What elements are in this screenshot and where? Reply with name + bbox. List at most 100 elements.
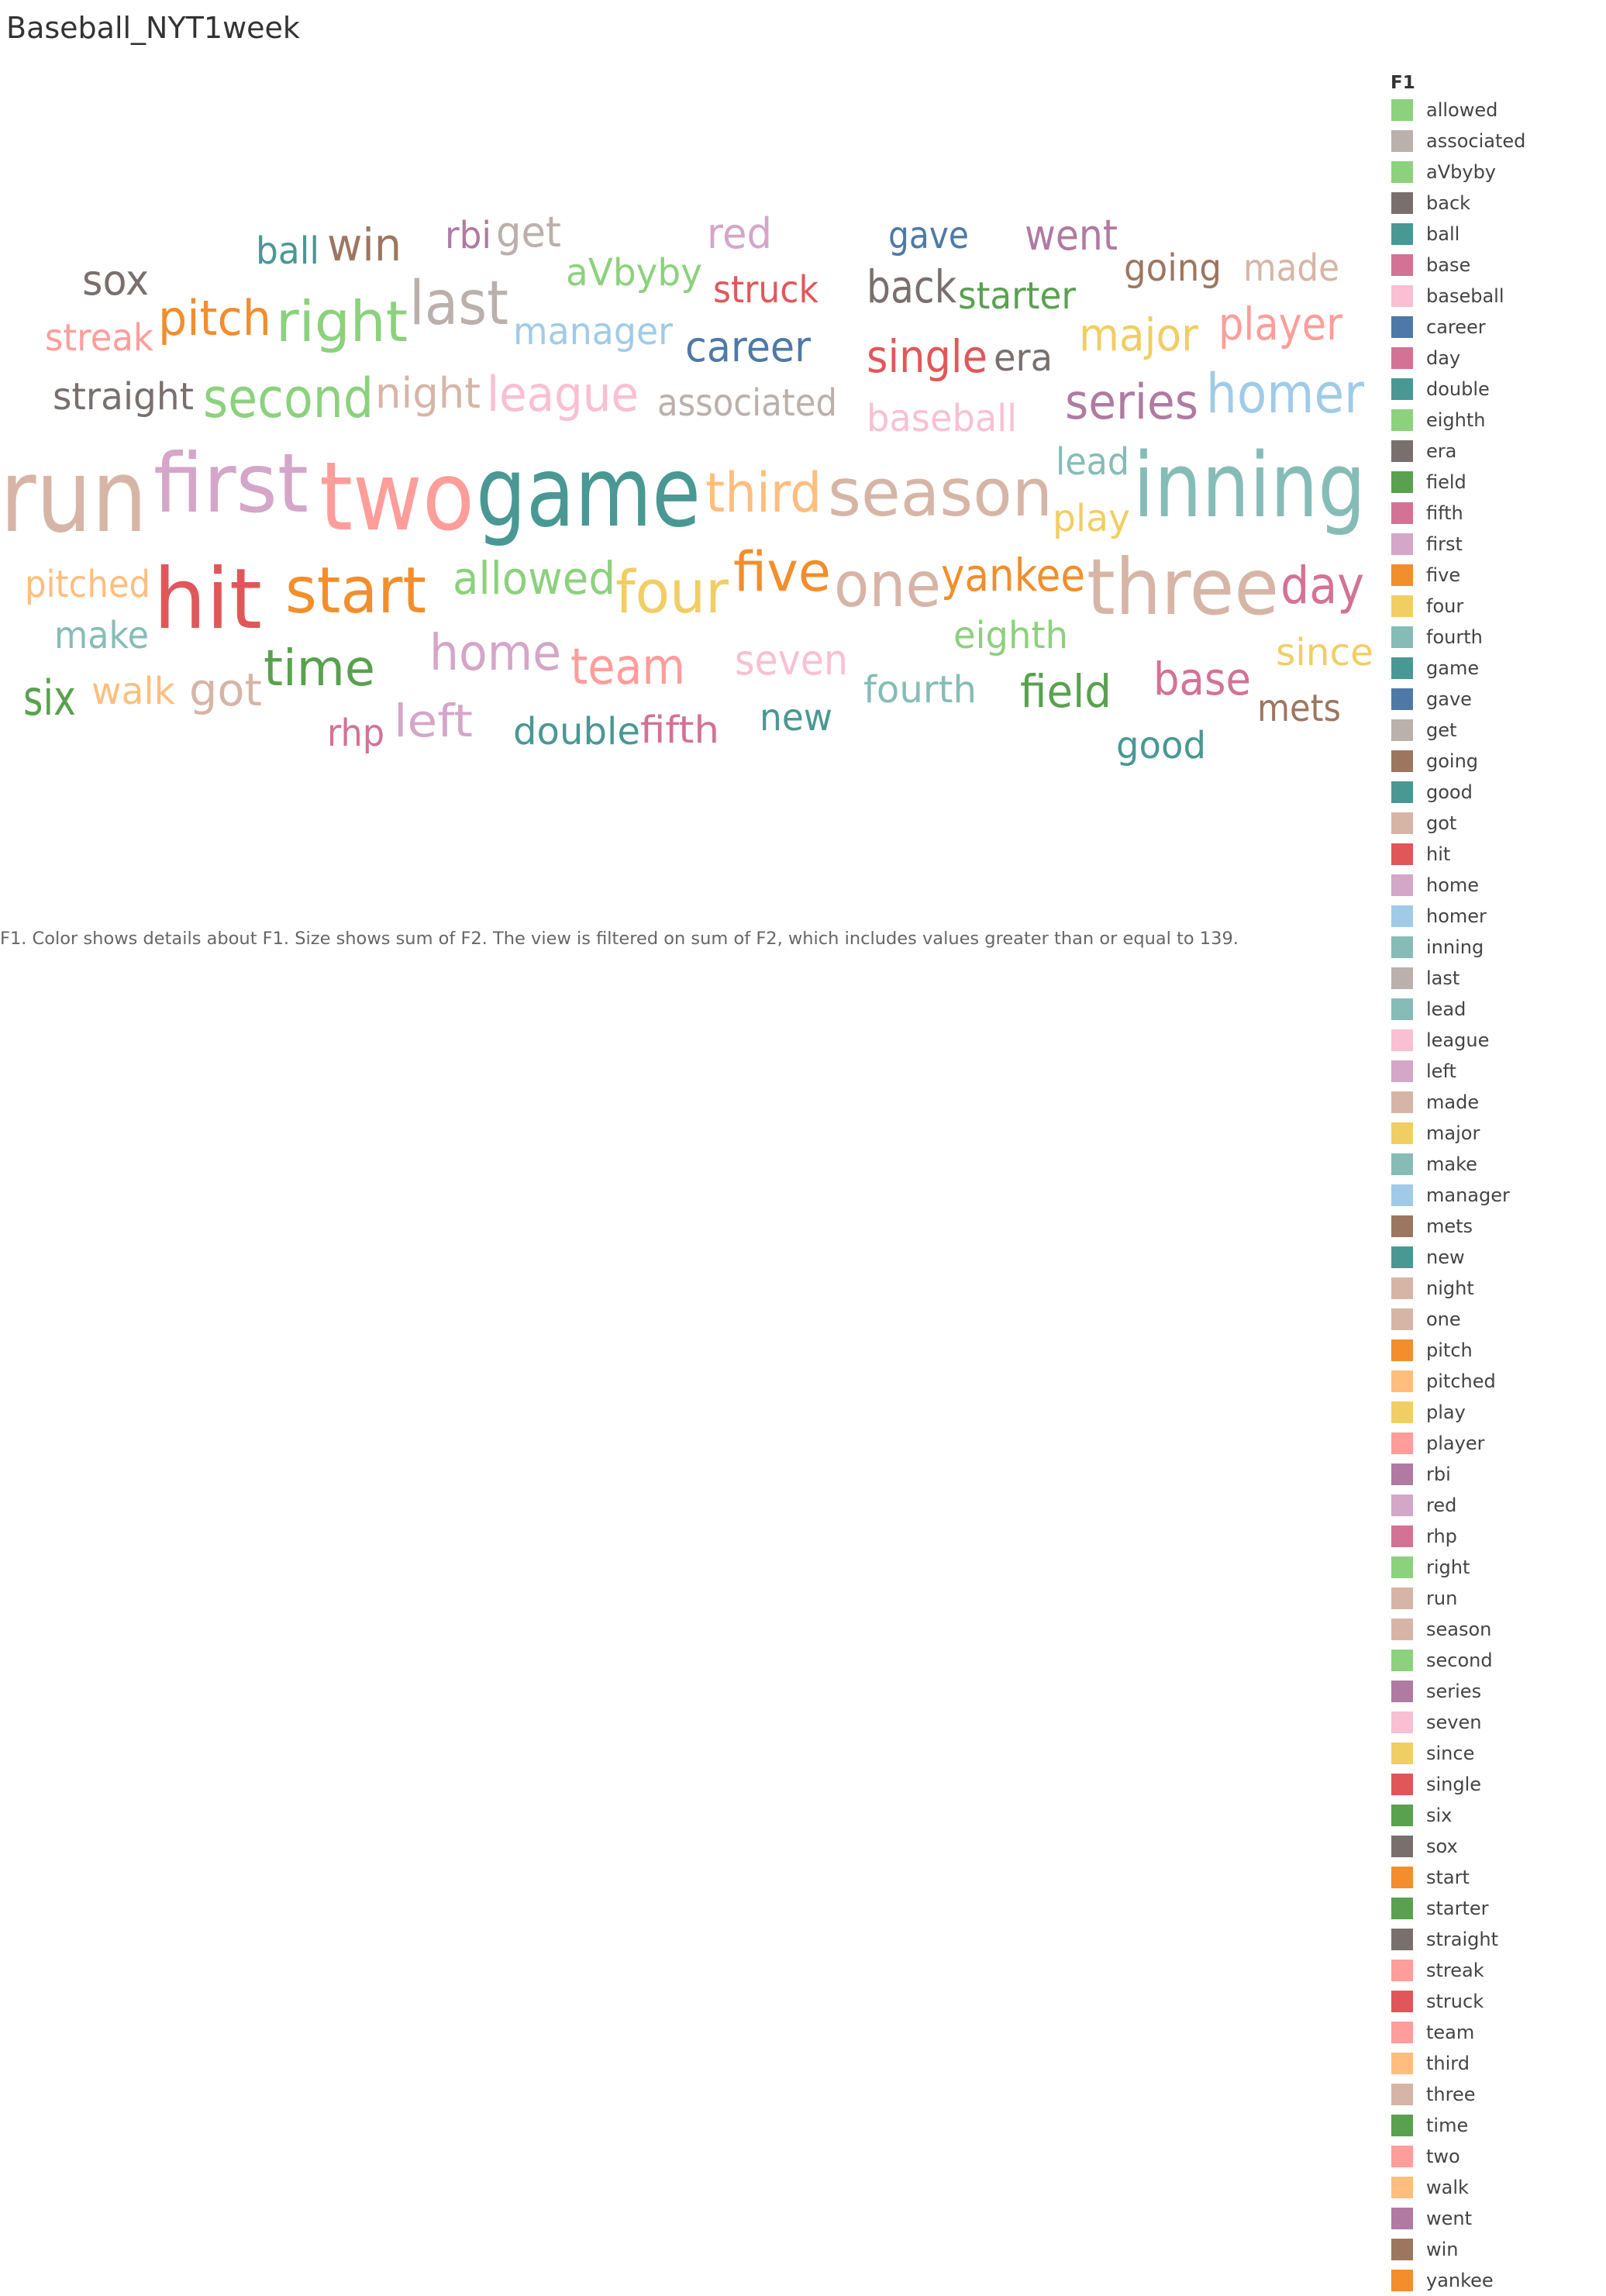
- legend-item-mets[interactable]: mets: [1389, 1211, 1598, 1242]
- word-got[interactable]: got: [189, 664, 262, 716]
- word-baseball[interactable]: baseball: [867, 397, 1017, 440]
- legend-item-three[interactable]: three: [1389, 2079, 1598, 2110]
- word-single[interactable]: single: [867, 330, 987, 383]
- legend-item-straight[interactable]: straight: [1389, 1924, 1598, 1955]
- legend-item-major[interactable]: major: [1389, 1118, 1598, 1149]
- legend-item-got[interactable]: got: [1389, 808, 1598, 839]
- legend-item-game[interactable]: game: [1389, 653, 1598, 684]
- legend-item-player[interactable]: player: [1389, 1428, 1598, 1459]
- legend-item-get[interactable]: get: [1389, 715, 1598, 746]
- word-player[interactable]: player: [1218, 298, 1342, 350]
- legend-item-since[interactable]: since: [1389, 1738, 1598, 1769]
- legend-item-gave[interactable]: gave: [1389, 684, 1598, 715]
- legend-item-last[interactable]: last: [1389, 963, 1598, 994]
- word-good[interactable]: good: [1116, 724, 1206, 767]
- word-four[interactable]: four: [615, 557, 729, 626]
- word-allowed[interactable]: allowed: [453, 552, 615, 605]
- legend-item-sox[interactable]: sox: [1389, 1831, 1598, 1862]
- word-straight[interactable]: straight: [53, 375, 194, 419]
- word-second[interactable]: second: [203, 367, 374, 430]
- legend-item-right[interactable]: right: [1389, 1552, 1598, 1583]
- word-season[interactable]: season: [828, 455, 1053, 532]
- word-third[interactable]: third: [705, 461, 822, 525]
- word-day[interactable]: day: [1280, 556, 1364, 615]
- word-win[interactable]: win: [327, 219, 402, 271]
- word-sox[interactable]: sox: [82, 256, 149, 305]
- word-night[interactable]: night: [375, 369, 481, 418]
- legend-item-night[interactable]: night: [1389, 1273, 1598, 1304]
- word-team[interactable]: team: [570, 639, 685, 696]
- word-league[interactable]: league: [487, 366, 639, 422]
- legend-item-allowed[interactable]: allowed: [1389, 95, 1598, 126]
- legend-item-manager[interactable]: manager: [1389, 1180, 1598, 1211]
- word-gave[interactable]: gave: [888, 214, 969, 257]
- word-start[interactable]: start: [285, 554, 426, 628]
- word-back[interactable]: back: [867, 260, 956, 313]
- word-rhp[interactable]: rhp: [327, 712, 384, 755]
- legend-item-one[interactable]: one: [1389, 1304, 1598, 1335]
- legend-item-rhp[interactable]: rhp: [1389, 1521, 1598, 1552]
- legend-item-went[interactable]: went: [1389, 2203, 1598, 2234]
- word-walk[interactable]: walk: [91, 670, 175, 713]
- word-made[interactable]: made: [1243, 246, 1339, 290]
- word-homer[interactable]: homer: [1206, 362, 1364, 426]
- legend-item-back[interactable]: back: [1389, 188, 1598, 219]
- word-left[interactable]: left: [394, 695, 473, 747]
- legend-item-yankee[interactable]: yankee: [1389, 2265, 1598, 2296]
- legend-item-lead[interactable]: lead: [1389, 994, 1598, 1025]
- word-run[interactable]: run: [0, 437, 147, 555]
- legend-item-single[interactable]: single: [1389, 1769, 1598, 1800]
- legend-item-series[interactable]: series: [1389, 1676, 1598, 1707]
- word-one[interactable]: one: [834, 549, 941, 621]
- word-since[interactable]: since: [1276, 631, 1373, 674]
- word-play[interactable]: play: [1053, 497, 1130, 540]
- word-double[interactable]: double: [513, 710, 640, 753]
- legend-item-team[interactable]: team: [1389, 2017, 1598, 2048]
- legend-item-struck[interactable]: struck: [1389, 1986, 1598, 2017]
- legend-item-start[interactable]: start: [1389, 1862, 1598, 1893]
- word-aVbyby[interactable]: aVbyby: [566, 251, 702, 295]
- word-struck[interactable]: struck: [713, 268, 819, 312]
- legend-item-red[interactable]: red: [1389, 1490, 1598, 1521]
- word-fourth[interactable]: fourth: [863, 668, 977, 712]
- legend-item-field[interactable]: field: [1389, 467, 1598, 498]
- legend-item-aVbyby[interactable]: aVbyby: [1389, 157, 1598, 188]
- word-eighth[interactable]: eighth: [953, 614, 1068, 657]
- legend-item-era[interactable]: era: [1389, 436, 1598, 467]
- word-associated[interactable]: associated: [657, 381, 837, 425]
- word-rbi[interactable]: rbi: [445, 214, 491, 257]
- word-hit[interactable]: hit: [153, 551, 262, 648]
- legend-item-homer[interactable]: homer: [1389, 901, 1598, 932]
- legend-item-career[interactable]: career: [1389, 312, 1598, 343]
- word-make[interactable]: make: [54, 614, 149, 657]
- word-last[interactable]: last: [409, 269, 508, 339]
- legend-item-play[interactable]: play: [1389, 1397, 1598, 1428]
- legend-item-baseball[interactable]: baseball: [1389, 281, 1598, 312]
- legend-item-league[interactable]: league: [1389, 1025, 1598, 1056]
- legend-item-four[interactable]: four: [1389, 591, 1598, 622]
- word-red[interactable]: red: [707, 209, 772, 258]
- legend-item-two[interactable]: two: [1389, 2141, 1598, 2172]
- legend-item-hit[interactable]: hit: [1389, 839, 1598, 870]
- legend-item-first[interactable]: first: [1389, 529, 1598, 560]
- word-pitched[interactable]: pitched: [25, 563, 150, 606]
- legend-item-fourth[interactable]: fourth: [1389, 622, 1598, 653]
- word-fifth[interactable]: fifth: [640, 708, 719, 752]
- word-two[interactable]: two: [319, 442, 474, 552]
- word-series[interactable]: series: [1065, 374, 1198, 430]
- word-manager[interactable]: manager: [513, 310, 673, 353]
- legend-item-left[interactable]: left: [1389, 1056, 1598, 1087]
- legend-item-rbi[interactable]: rbi: [1389, 1459, 1598, 1490]
- word-game[interactable]: game: [476, 436, 701, 549]
- legend-item-starter[interactable]: starter: [1389, 1893, 1598, 1924]
- word-new[interactable]: new: [760, 696, 832, 739]
- legend-item-seven[interactable]: seven: [1389, 1707, 1598, 1738]
- word-streak[interactable]: streak: [45, 316, 153, 360]
- word-three[interactable]: three: [1087, 542, 1279, 633]
- legend-item-double[interactable]: double: [1389, 374, 1598, 405]
- word-major[interactable]: major: [1079, 309, 1198, 361]
- word-seven[interactable]: seven: [735, 636, 848, 684]
- legend-item-win[interactable]: win: [1389, 2234, 1598, 2265]
- legend-item-made[interactable]: made: [1389, 1087, 1598, 1118]
- word-yankee[interactable]: yankee: [941, 549, 1085, 602]
